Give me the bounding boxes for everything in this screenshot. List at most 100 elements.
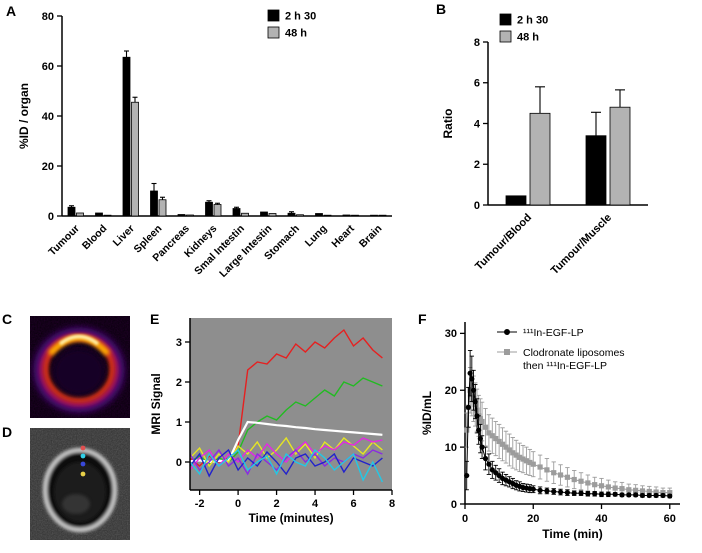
y-axis: 0 1 2 3 MRI Signal: [149, 318, 191, 490]
svg-text:60: 60: [664, 513, 676, 525]
svg-text:80: 80: [42, 11, 54, 23]
svg-text:Blood: Blood: [80, 223, 110, 253]
svg-text:40: 40: [42, 111, 54, 123]
legend-swatch: [267, 9, 280, 22]
roi-marker-red: [80, 445, 86, 451]
mri-tumour-image: [30, 428, 130, 540]
x-axis-ticks: 0 20 40 60: [462, 504, 676, 525]
bar: [287, 212, 296, 217]
svg-text:4: 4: [474, 118, 481, 130]
x-axis-label: Time (min): [542, 527, 602, 541]
bar: [505, 195, 527, 206]
bar: [95, 212, 103, 217]
svg-text:6: 6: [350, 498, 356, 510]
svg-text:8: 8: [474, 37, 480, 49]
legend-swatch: [267, 26, 280, 39]
blood-clearance-scatter-chart: 0 10 20 30 %ID/mL 0 20 40 60 Time (min) ¹¹¹In-EGF-…: [420, 322, 680, 541]
bar: [609, 106, 631, 206]
bar: [268, 213, 277, 217]
svg-text:48 h: 48 h: [285, 28, 307, 40]
bar: [342, 214, 351, 217]
legend: 2 h 30 48 h: [267, 9, 316, 40]
bar: [529, 112, 551, 206]
svg-text:0: 0: [176, 457, 182, 469]
tumour-ratio-bar-chart: 0 2 4 6 8 Ratio Tumour/Blood Tumour/Muscle 2 h 3…: [441, 13, 648, 277]
line-magenta: [190, 437, 383, 471]
svg-text:Clodronate liposomes: Clodronate liposomes: [523, 347, 625, 359]
tumour-uptake-ring: [33, 327, 125, 413]
signal-lines: [190, 328, 384, 483]
svg-text:Tumour/Blood: Tumour/Blood: [473, 212, 534, 273]
y-axis: 0 20 40 60 80 %ID / organ: [17, 11, 63, 223]
svg-text:3: 3: [176, 337, 182, 349]
svg-text:2 h 30: 2 h 30: [517, 15, 548, 27]
svg-text:10: 10: [445, 442, 457, 454]
svg-text:0: 0: [235, 498, 241, 510]
svg-text:40: 40: [595, 513, 607, 525]
bar: [122, 56, 131, 217]
svg-text:0: 0: [451, 499, 457, 511]
x-category-labels: Tumour/Blood Tumour/Muscle: [473, 212, 614, 277]
svg-text:MRI Signal: MRI Signal: [149, 373, 163, 434]
series-circle: [464, 349, 673, 499]
bar: [241, 212, 249, 217]
svg-text:20: 20: [527, 513, 539, 525]
panel-label-b: B: [436, 1, 447, 17]
roi-marker-blue: [80, 461, 86, 467]
svg-text:48 h: 48 h: [517, 32, 539, 44]
bar: [323, 214, 332, 217]
bar: [585, 135, 607, 206]
svg-text:60: 60: [42, 61, 54, 73]
panel-label-f: F: [418, 311, 427, 327]
bar: [67, 206, 76, 217]
svg-text:0: 0: [474, 200, 480, 212]
panel-label-d: D: [2, 424, 13, 440]
bar: [186, 214, 194, 217]
svg-text:Tumour/Muscle: Tumour/Muscle: [549, 212, 614, 277]
bar: [315, 213, 323, 217]
panel-label-a: A: [6, 3, 17, 19]
bar: [213, 204, 222, 217]
svg-text:-2: -2: [195, 498, 205, 510]
svg-text:%ID / organ: %ID / organ: [17, 83, 31, 149]
bar: [177, 214, 186, 217]
svg-text:2 h 30: 2 h 30: [285, 11, 316, 23]
svg-text:Heart: Heart: [329, 222, 357, 250]
bar: [370, 214, 378, 217]
bar: [296, 214, 304, 217]
svg-text:Ratio: Ratio: [441, 109, 455, 139]
svg-text:1: 1: [176, 417, 182, 429]
line-green: [190, 377, 383, 465]
bar: [131, 101, 139, 217]
x-axis-ticks: -2 0 2 4 6 8: [195, 490, 395, 510]
y-axis: 0 10 20 30 %ID/mL: [420, 322, 466, 511]
svg-text:0: 0: [462, 513, 468, 525]
fluorescence-tumour-image: [30, 316, 130, 418]
legend-swatch: [499, 13, 512, 26]
svg-text:4: 4: [312, 498, 319, 510]
svg-text:6: 6: [474, 78, 480, 90]
svg-text:20: 20: [445, 385, 457, 397]
bar: [205, 201, 213, 217]
mri-signal-line-chart: 0 1 2 3 MRI Signal -2 0 2 4 6 8 Time (minutes): [149, 318, 395, 525]
bar: [150, 190, 158, 217]
roi-markers: [80, 445, 86, 477]
svg-text:2: 2: [176, 377, 182, 389]
bars: [67, 50, 387, 217]
bars: [505, 86, 631, 206]
roi-marker-cyan: [80, 453, 86, 459]
x-axis-label: Time (minutes): [248, 511, 333, 525]
svg-text:2: 2: [274, 498, 280, 510]
svg-text:Lung: Lung: [303, 223, 330, 250]
svg-text:30: 30: [445, 328, 457, 340]
svg-text:Brain: Brain: [357, 223, 384, 250]
tumour-outline: [42, 447, 118, 533]
line-blue: [190, 448, 383, 478]
line-cyan: [190, 448, 384, 483]
svg-text:then ¹¹¹In-EGF-LP: then ¹¹¹In-EGF-LP: [523, 360, 607, 372]
legend: 2 h 30 48 h: [499, 13, 548, 44]
bar: [232, 208, 241, 217]
